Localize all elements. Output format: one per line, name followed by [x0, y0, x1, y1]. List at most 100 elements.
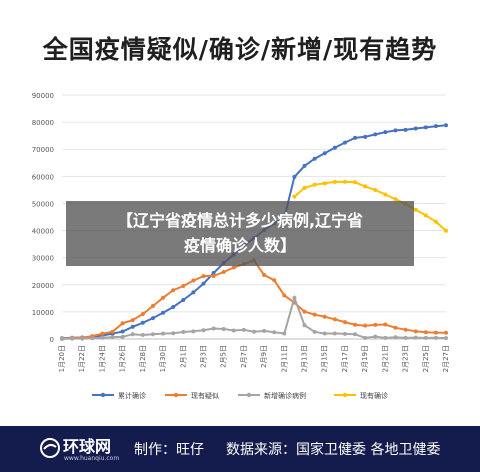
- credit-text: 制作：旺仔: [134, 442, 204, 458]
- x-tick-label: 1月30日: [159, 345, 167, 372]
- x-tick-label: 2月27日: [442, 345, 450, 372]
- data-point: [342, 140, 347, 145]
- data-point: [444, 330, 448, 335]
- data-point: [383, 335, 388, 340]
- y-tick-label: 50000: [32, 200, 54, 208]
- data-point: [312, 156, 317, 161]
- x-tick-label: 2月3日: [199, 345, 207, 368]
- data-point: [272, 278, 277, 283]
- x-tick-label: 2月21日: [381, 345, 389, 372]
- x-axis: 1月20日 1月22日 1月24日 1月26日 1月28日 1月30日 2月1日 2月3日 2月…: [58, 345, 450, 372]
- data-point: [150, 316, 155, 321]
- data-point: [423, 125, 428, 130]
- x-tick-label: 1月22日: [78, 345, 86, 372]
- data-point: [201, 281, 206, 286]
- data-point: [373, 334, 378, 339]
- data-point: [292, 295, 297, 300]
- data-point: [191, 290, 196, 295]
- data-point: [80, 336, 85, 341]
- y-tick-label: 90000: [32, 92, 54, 100]
- data-point: [393, 335, 398, 340]
- legend-label: 新增确诊病例: [264, 391, 306, 400]
- legend-label: 现有确诊: [360, 391, 388, 400]
- data-point: [120, 329, 125, 334]
- data-point: [90, 336, 95, 341]
- data-point: [150, 332, 155, 337]
- data-point: [332, 145, 337, 150]
- data-point: [302, 163, 307, 168]
- legend-marker: [246, 392, 252, 398]
- data-point: [433, 219, 438, 224]
- legend-marker: [100, 392, 106, 398]
- x-tick-label: 1月28日: [139, 345, 147, 372]
- data-point: [181, 284, 186, 289]
- data-point: [161, 331, 166, 336]
- data-point: [413, 207, 418, 212]
- data-point: [201, 274, 206, 279]
- data-point: [393, 128, 398, 133]
- x-tick-label: 2月1日: [179, 345, 187, 368]
- data-point: [140, 333, 145, 338]
- data-point: [373, 322, 378, 327]
- data-point: [322, 331, 327, 336]
- data-point: [262, 273, 267, 278]
- data-point: [393, 325, 398, 330]
- data-point: [181, 298, 186, 303]
- legend-marker: [173, 392, 179, 398]
- x-tick-label: 2月19日: [361, 345, 369, 372]
- data-point: [373, 132, 378, 137]
- data-point: [211, 271, 216, 276]
- y-tick-label: 60000: [32, 173, 54, 181]
- x-tick-label: 1月24日: [98, 345, 106, 372]
- data-point: [292, 174, 297, 179]
- data-point: [130, 332, 135, 337]
- data-point: [444, 123, 448, 128]
- data-point: [302, 309, 307, 314]
- data-point: [403, 127, 408, 132]
- data-point: [363, 335, 368, 340]
- data-point: [171, 288, 176, 293]
- legend-label: 现有疑似: [191, 391, 219, 400]
- data-point: [120, 321, 125, 326]
- data-point: [312, 182, 317, 187]
- overlay-line-1: 【辽宁省疫情总计多少病例,辽宁省: [116, 211, 364, 230]
- data-point: [272, 330, 277, 335]
- data-point: [342, 331, 347, 336]
- data-point: [353, 332, 358, 337]
- y-tick-label: 10000: [32, 309, 54, 317]
- data-point: [302, 185, 307, 190]
- data-point: [282, 293, 287, 298]
- data-point: [373, 187, 378, 192]
- data-point: [353, 135, 358, 140]
- legend-marker: [342, 392, 348, 398]
- logo-text: 环球网: [63, 437, 112, 456]
- data-point: [130, 324, 135, 329]
- data-point: [403, 335, 408, 340]
- data-point: [150, 304, 155, 309]
- data-point: [403, 327, 408, 332]
- data-point: [181, 329, 186, 334]
- data-point: [332, 331, 337, 336]
- data-point: [60, 336, 64, 341]
- data-point: [342, 320, 347, 325]
- data-point: [70, 336, 75, 341]
- x-tick-label: 2月15日: [321, 345, 329, 372]
- y-tick-label: 40000: [32, 228, 54, 236]
- data-point: [110, 335, 115, 340]
- data-point: [413, 126, 418, 131]
- data-point: [423, 330, 428, 335]
- line-chart: 0 10000 20000 30000 40000 50000 60000 70000 8000…: [32, 92, 450, 400]
- data-point: [332, 317, 337, 322]
- data-point: [413, 329, 418, 334]
- data-point: [262, 328, 267, 333]
- data-point: [191, 329, 196, 334]
- data-point: [342, 179, 347, 184]
- data-point: [322, 181, 327, 186]
- x-tick-label: 2月17日: [341, 345, 349, 372]
- data-point: [120, 334, 125, 339]
- data-point: [161, 295, 166, 300]
- data-point: [302, 323, 307, 328]
- x-tick-label: 2月7日: [240, 345, 248, 368]
- x-tick-label: 2月11日: [280, 345, 288, 372]
- data-point: [211, 326, 216, 331]
